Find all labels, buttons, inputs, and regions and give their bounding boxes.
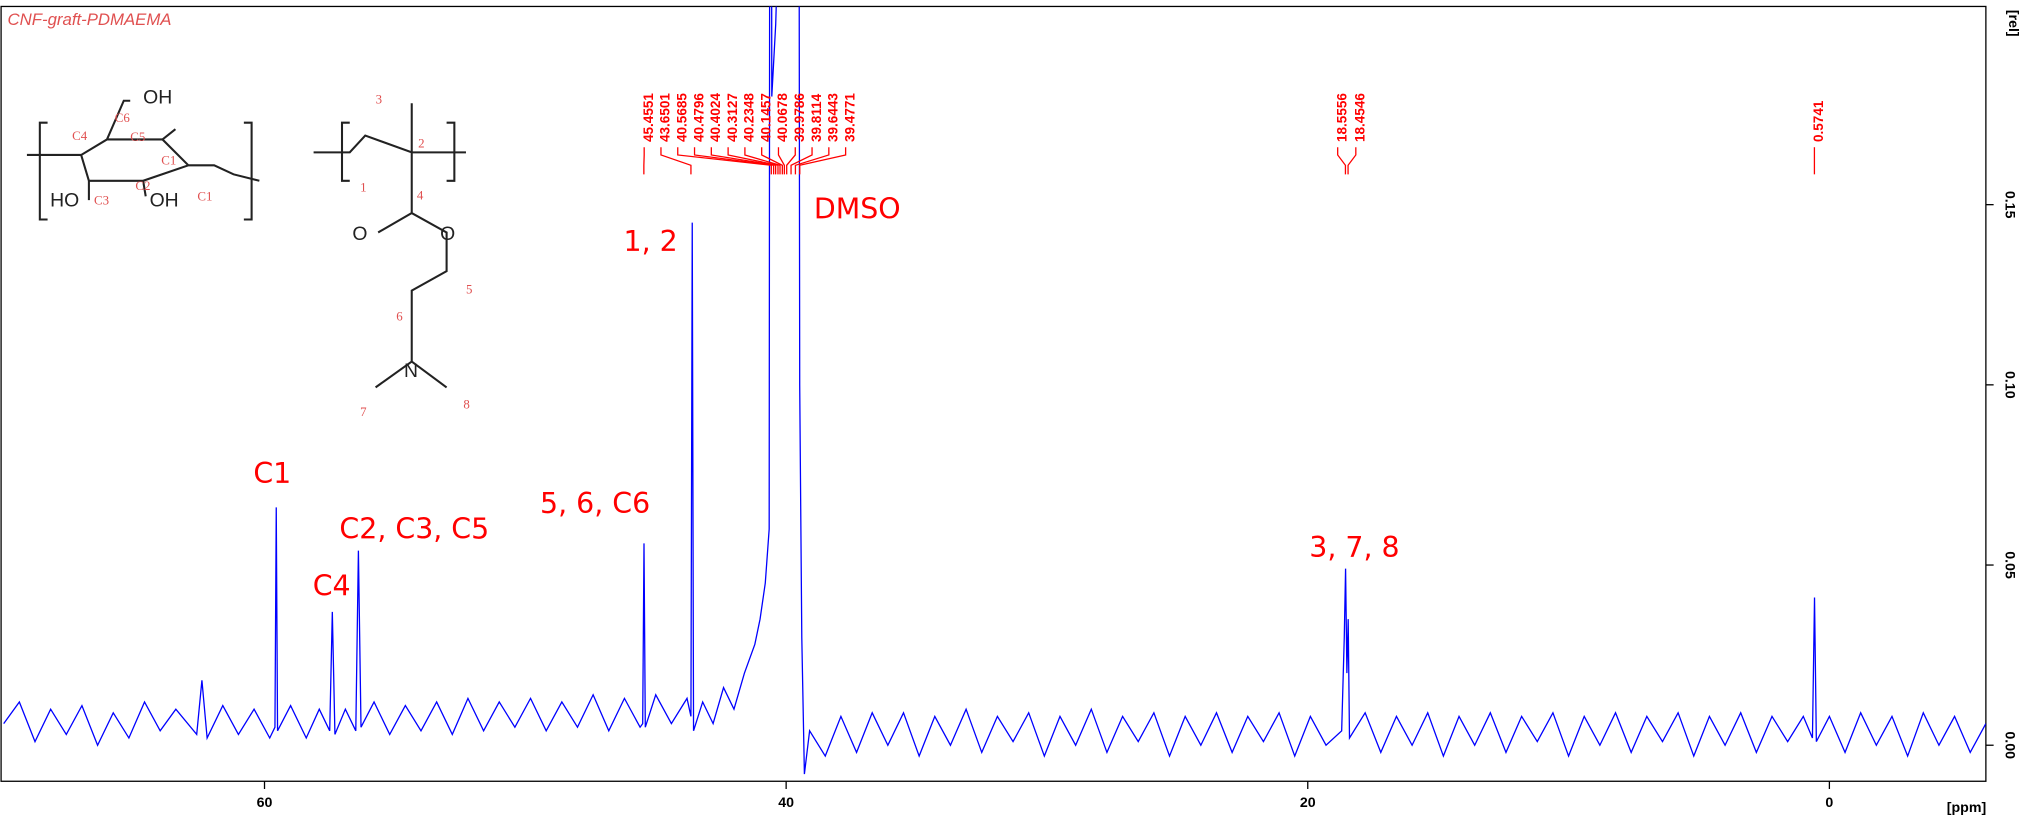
y-axis-label: [rel]	[2005, 10, 2021, 37]
peak-marker	[790, 147, 813, 175]
y-tick-label: 0.00	[2001, 731, 2017, 759]
peak-label: 40.4796	[691, 93, 706, 142]
peak-marker	[777, 147, 786, 175]
y-tick-label: 0.10	[2001, 371, 2017, 399]
peak-label: 43.6501	[658, 93, 673, 142]
peak-marker	[786, 147, 796, 175]
peak-marker	[744, 147, 781, 175]
atom: HO	[50, 190, 79, 212]
x-tick-label: 60	[257, 795, 273, 811]
peak-label: 40.2348	[742, 93, 757, 142]
peak-marker	[761, 147, 783, 175]
peak-label: 39.8114	[809, 93, 824, 142]
atom-number: 5	[466, 282, 472, 297]
peak-label: 45.4551	[641, 93, 656, 142]
atom-number: C5	[130, 129, 145, 144]
atom-number: 1	[360, 180, 366, 195]
peak-label: 40.3127	[725, 93, 740, 142]
annotation: 3, 7, 8	[1309, 531, 1399, 564]
atom-number: 8	[463, 396, 469, 411]
spectrum-line	[3, 6, 1986, 775]
atom-number: C2	[135, 178, 150, 193]
x-tick-label: 20	[1300, 795, 1316, 811]
atom-number: 4	[417, 187, 424, 202]
peak-label: 18.5556	[1334, 93, 1349, 142]
atom-number: C1	[197, 189, 212, 204]
annotation: C2, C3, C5	[339, 513, 489, 546]
atom: O	[352, 223, 367, 245]
peak-label: 18.4546	[1353, 93, 1368, 142]
peak-label: 40.0678	[775, 93, 790, 142]
peak-marker	[799, 147, 847, 175]
peak-label: 39.6443	[826, 93, 841, 142]
annotation: 5, 6, C6	[540, 487, 650, 520]
peak-marker	[710, 147, 777, 175]
peak-marker	[660, 147, 692, 175]
x-tick-label: 40	[778, 795, 794, 811]
peak-label: 40.1457	[758, 93, 773, 142]
peak-label: 39.4771	[842, 93, 857, 142]
structure: OH C6 C4 C5 C1 HO C3 C2 OH C1 3 2 1 4 O …	[26, 86, 472, 419]
atom-number: 6	[396, 309, 403, 324]
annotation: C1	[253, 457, 291, 490]
plot-frame	[0, 5, 1987, 782]
atom-number: C3	[94, 192, 109, 207]
x-axis-label: [ppm]	[1947, 800, 1986, 816]
bracket	[38, 121, 253, 221]
annotation: 1, 2	[624, 225, 678, 258]
atom: O	[440, 223, 455, 245]
peak-marker	[794, 147, 830, 175]
atom-number: C4	[72, 128, 88, 143]
annotation: DMSO	[814, 192, 901, 225]
atom-number: 2	[418, 136, 424, 151]
atom-number: C1	[161, 152, 176, 167]
atom-number: 7	[360, 404, 367, 419]
series	[3, 6, 1986, 775]
atom: OH	[143, 86, 172, 108]
annotations: C1 C4 C2, C3, C5 5, 6, C6 1, 2 DMSO 3, 7…	[253, 192, 1399, 602]
chart-title: CNF-graft-PDMAEMA	[8, 10, 172, 29]
pdmaema-bonds	[313, 103, 466, 389]
peak-marker	[1337, 147, 1347, 175]
atom: OH	[150, 190, 179, 212]
peak-label: 40.5685	[674, 93, 689, 142]
annotation: C4	[313, 570, 351, 603]
atom-number: C6	[115, 110, 131, 125]
atom-number: 3	[376, 92, 382, 107]
peak-marker	[727, 147, 779, 175]
peak-label: 39.9786	[792, 93, 807, 142]
peak-label: 0.5741	[1811, 100, 1826, 142]
x-tick-label: 0	[1825, 795, 1833, 811]
peak-marker	[693, 147, 775, 175]
peak-label: 40.4024	[708, 93, 723, 142]
peak-marker	[677, 147, 772, 175]
cellulose-bonds	[26, 99, 260, 201]
peak-labels: 45.4551 43.6501 40.5685 40.4796 40.4024 40.31…	[641, 93, 1826, 175]
y-tick-label: 0.05	[2001, 551, 2017, 579]
peak-marker	[1347, 147, 1357, 175]
atom: N	[404, 360, 418, 382]
y-tick-label: 0.15	[2001, 191, 2017, 219]
